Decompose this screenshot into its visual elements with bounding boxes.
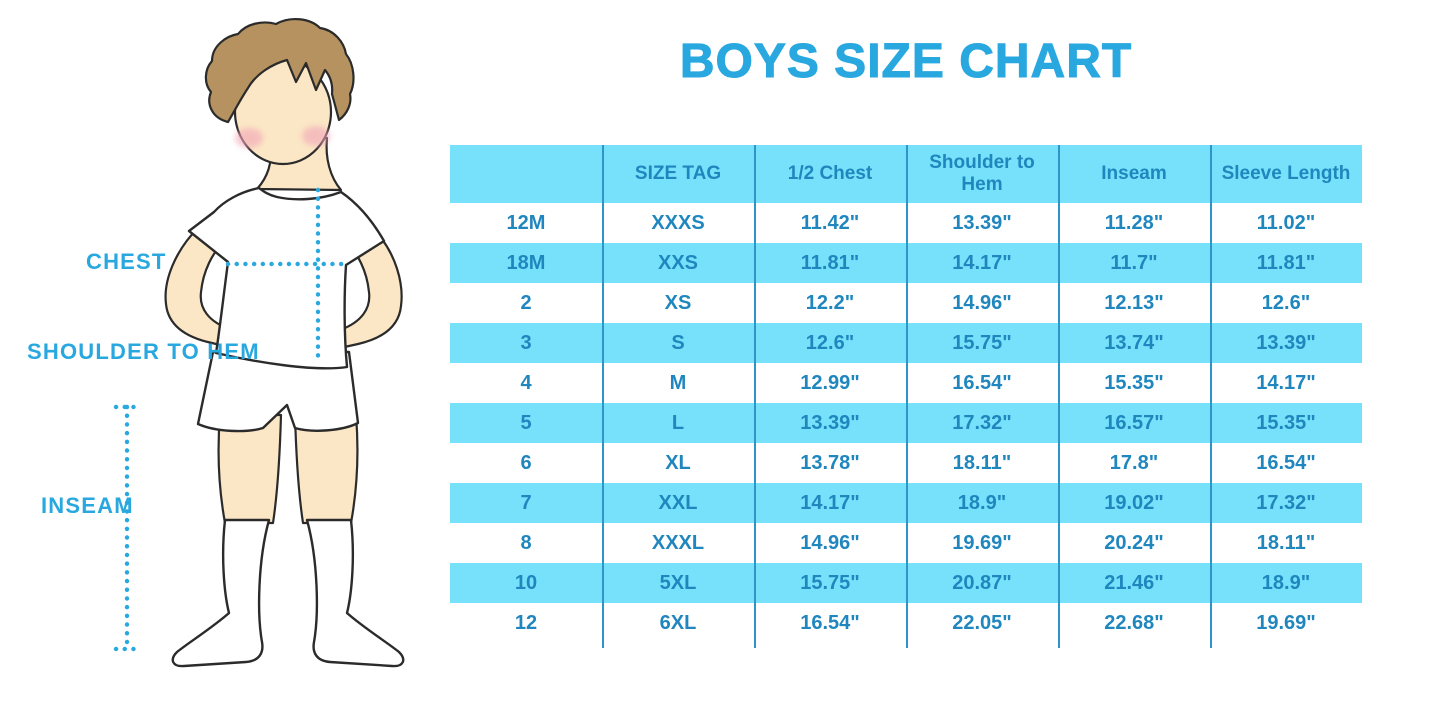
table-cell: 13.74": [1104, 331, 1164, 354]
shirt-shape: [187, 186, 386, 370]
table-cell: 22.68": [1104, 611, 1164, 634]
table-cell: 11.28": [1104, 211, 1164, 234]
table-cell: 20.24": [1104, 531, 1164, 554]
table-cell: XXXL: [651, 531, 705, 554]
column-separator: [1210, 145, 1212, 648]
table-cell: 16.54": [952, 371, 1012, 394]
table-cell: 14.96": [800, 531, 860, 554]
table-cell: 6: [520, 451, 532, 474]
page-title: BOYS SIZE CHART: [679, 35, 1133, 89]
table-cell: 12.2": [805, 291, 855, 314]
inseam-label: INSEAM: [41, 493, 134, 518]
header-cell-size: [450, 145, 602, 203]
table-cell: 13.39": [1256, 331, 1316, 354]
table-cell: 16.57": [1104, 411, 1164, 434]
table-cell: 12.6": [1261, 291, 1311, 314]
table-cell: 19.69": [1256, 611, 1316, 634]
right-arm-shape: [338, 230, 403, 350]
left-leg-shape: [217, 413, 283, 525]
table-cell: 18M: [506, 251, 546, 274]
table-cell: 12.13": [1104, 291, 1164, 314]
table-cell: 7: [520, 491, 532, 514]
table-cell: L: [671, 411, 685, 434]
header-cell-half-chest: 1/2 Chest: [787, 163, 873, 185]
table-cell: 2: [520, 291, 532, 314]
table-cell: 3: [520, 331, 532, 354]
chest-label: CHEST: [86, 249, 167, 274]
table-cell: S: [671, 331, 685, 354]
table-cell: 8: [520, 531, 532, 554]
table-cell: 15.35": [1104, 371, 1164, 394]
table-cell: 14.96": [952, 291, 1012, 314]
table-cell: 13.78": [800, 451, 860, 474]
table-cell: M: [669, 371, 687, 394]
table-cell: 11.42": [800, 211, 860, 234]
table-cell: 17.32": [952, 411, 1012, 434]
left-cheek-blush: [235, 128, 263, 148]
hair-shape: [204, 18, 355, 124]
table-cell: 15.75": [952, 331, 1012, 354]
table-cell: 17.32": [1256, 491, 1316, 514]
table-cell: 19.02": [1104, 491, 1164, 514]
table-cell: 13.39": [952, 211, 1012, 234]
header-cell-size-tag: SIZE TAG: [634, 163, 722, 185]
left-sock-shape: [171, 518, 271, 668]
table-cell: 13.39": [800, 411, 860, 434]
table-cell: 12: [514, 611, 538, 634]
table-cell: 12.99": [800, 371, 860, 394]
shorts-shape: [196, 350, 360, 433]
table-cell: 16.54": [1256, 451, 1316, 474]
shoulder-to-hem-label: SHOULDER TO HEM: [27, 339, 260, 364]
table-cell: XL: [665, 451, 691, 474]
table-cell: 22.05": [952, 611, 1012, 634]
table-cell: XS: [664, 291, 692, 314]
header-cell-shoulder-to-hem: Shoulder to Hem: [929, 152, 1035, 195]
table-cell: 17.8": [1109, 451, 1159, 474]
table-cell: 14.17": [800, 491, 860, 514]
table-cell: 5XL: [659, 571, 697, 594]
table-cell: XXS: [657, 251, 699, 274]
table-cell: 15.35": [1256, 411, 1316, 434]
right-sock-shape: [305, 518, 405, 668]
header-cell-inseam: Inseam: [1101, 163, 1167, 185]
table-cell: XXXS: [651, 211, 705, 234]
table-cell: 16.54": [800, 611, 860, 634]
table-cell: 14.17": [1256, 371, 1316, 394]
measurement-figure: CHEST SHOULDER TO HEM INSEAM: [0, 0, 450, 723]
column-separator: [754, 145, 756, 648]
table-cell: 12.6": [805, 331, 855, 354]
table-cell: 21.46": [1104, 571, 1164, 594]
table-cell: XXL: [658, 491, 698, 514]
size-table: SIZE TAG 1/2 Chest Shoulder to Hem Insea…: [450, 145, 1362, 648]
header-cell-sleeve-length: Sleeve Length: [1221, 163, 1351, 185]
table-cell: 5: [520, 411, 532, 434]
table-cell: 10: [514, 571, 538, 594]
table-cell: 19.69": [952, 531, 1012, 554]
table-cell: 15.75": [800, 571, 860, 594]
column-separator: [1058, 145, 1060, 648]
table-cell: 20.87": [952, 571, 1012, 594]
table-cell: 6XL: [659, 611, 697, 634]
right-cheek-blush: [302, 126, 330, 146]
table-cell: 18.11": [1256, 531, 1316, 554]
table-cell: 11.81": [800, 251, 860, 274]
boy-illustration: [113, 18, 405, 668]
table-cell: 14.17": [952, 251, 1012, 274]
column-separator: [602, 145, 604, 648]
table-cell: 11.81": [1256, 251, 1316, 274]
table-cell: 11.7": [1110, 251, 1158, 274]
column-separator: [906, 145, 908, 648]
table-cell: 11.02": [1256, 211, 1316, 234]
table-cell: 18.9": [957, 491, 1007, 514]
table-cell: 18.9": [1261, 571, 1311, 594]
table-cell: 12M: [506, 211, 546, 234]
inseam-measure-line: [113, 404, 145, 652]
table-cell: 4: [520, 371, 532, 394]
table-cell: 18.11": [952, 451, 1012, 474]
